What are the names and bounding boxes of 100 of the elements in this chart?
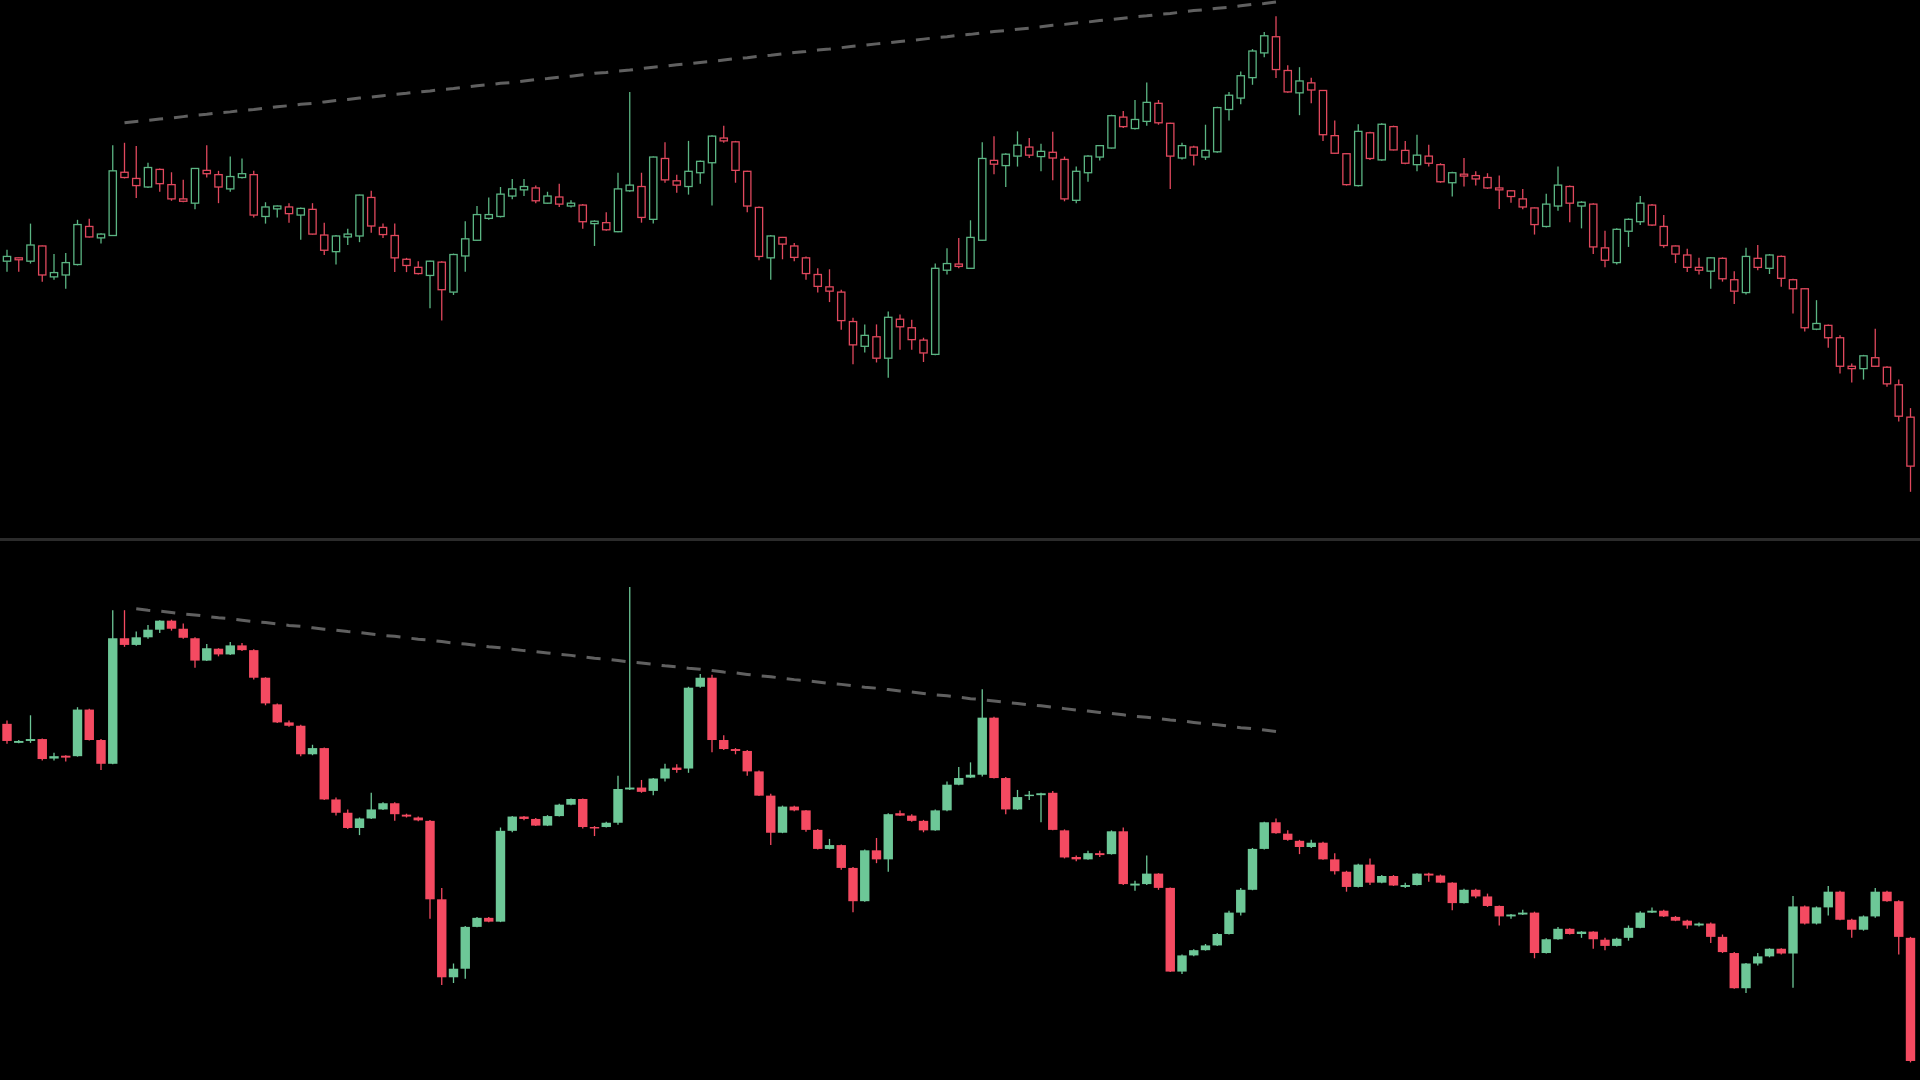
candlestick — [272, 702, 282, 724]
candlestick — [390, 801, 400, 822]
candlestick — [1565, 184, 1575, 223]
candlestick — [1447, 171, 1457, 198]
candlestick — [26, 222, 35, 265]
candlestick — [1647, 906, 1657, 914]
candlestick — [1870, 328, 1880, 368]
candlestick — [1036, 792, 1046, 823]
candlestick — [1776, 254, 1786, 288]
candlestick — [143, 162, 153, 189]
candlestick — [519, 178, 529, 197]
candlestick — [660, 141, 670, 184]
candlestick — [1012, 789, 1023, 811]
candlestick — [1659, 214, 1669, 249]
candlestick — [1389, 125, 1398, 152]
candlestick — [2, 719, 12, 745]
candlestick — [1577, 200, 1586, 230]
candlestick — [167, 171, 176, 202]
candlestick — [1811, 905, 1822, 926]
candlestick — [484, 196, 494, 221]
candlestick — [390, 222, 400, 273]
candlestick — [1201, 124, 1210, 161]
candlestick — [930, 808, 940, 832]
candlestick — [871, 837, 882, 864]
candlestick — [590, 219, 599, 247]
candlestick — [1001, 152, 1011, 188]
candlestick — [789, 242, 799, 262]
candlestick — [284, 202, 294, 224]
candlestick — [2, 249, 12, 273]
candlestick — [1048, 131, 1058, 181]
candlestick — [1306, 76, 1316, 104]
candlestick — [1847, 918, 1857, 939]
candlestick — [1436, 162, 1445, 184]
candlestick — [1859, 354, 1868, 381]
candlestick — [872, 323, 881, 364]
candlestick — [1236, 70, 1246, 105]
candlestick — [1224, 91, 1234, 122]
candlestick — [1083, 154, 1093, 183]
candlestick — [684, 140, 693, 196]
candlestick — [1177, 953, 1187, 975]
candlestick — [1765, 253, 1774, 275]
candlestick — [1013, 130, 1022, 168]
candlestick — [625, 91, 635, 193]
candlestick — [1142, 81, 1152, 127]
candlestick — [1541, 193, 1551, 229]
candlestick — [460, 220, 470, 273]
candlestick — [1729, 270, 1739, 305]
candlestick — [1753, 244, 1763, 271]
candlestick — [1823, 885, 1833, 917]
candlestick — [331, 796, 341, 817]
candlestick — [989, 135, 999, 175]
candlestick — [1447, 881, 1457, 911]
candlestick — [1024, 137, 1034, 159]
candlestick — [1635, 195, 1645, 226]
candlestick — [1459, 157, 1469, 188]
candlestick — [131, 145, 141, 199]
candlestick — [695, 159, 705, 185]
candlestick — [860, 323, 870, 354]
candlestick — [1494, 174, 1504, 210]
candlestick — [119, 609, 130, 648]
candlestick — [1259, 31, 1269, 58]
candlestick — [1283, 64, 1293, 94]
candlestick — [1624, 217, 1633, 248]
candlestick — [601, 211, 611, 232]
candlestick — [1494, 904, 1504, 927]
candlestick — [1706, 256, 1716, 290]
candlestick — [907, 319, 917, 351]
candlestick — [554, 183, 564, 208]
candlestick — [1130, 99, 1140, 131]
candlestick — [1553, 165, 1563, 212]
candlestick — [1706, 921, 1716, 944]
candlestick — [1130, 880, 1140, 892]
candlestick — [507, 178, 517, 201]
candlestick — [919, 337, 928, 363]
candlestick — [1518, 188, 1528, 210]
candlestick — [120, 142, 129, 180]
candlestick — [1341, 870, 1352, 893]
candlestick — [578, 203, 588, 230]
candlestick — [155, 167, 165, 193]
candlestick — [1788, 278, 1798, 315]
candlestick — [848, 317, 858, 366]
candlestick — [331, 234, 341, 266]
candlestick — [942, 247, 952, 276]
candlestick — [1812, 299, 1821, 331]
candlestick — [801, 255, 811, 281]
candlestick — [448, 962, 459, 984]
candlestick — [225, 155, 235, 193]
candlestick — [813, 267, 823, 294]
candlestick — [1295, 66, 1304, 116]
candlestick — [343, 808, 353, 830]
candlestick — [25, 714, 36, 744]
candlestick — [954, 237, 964, 269]
candlestick — [61, 252, 71, 290]
candlestick — [296, 206, 306, 241]
candlestick — [190, 636, 200, 669]
candlestick — [836, 843, 846, 871]
candlestick — [319, 222, 329, 256]
candlestick — [1682, 248, 1692, 273]
candlestick — [1318, 841, 1328, 861]
candlestick — [84, 218, 94, 239]
